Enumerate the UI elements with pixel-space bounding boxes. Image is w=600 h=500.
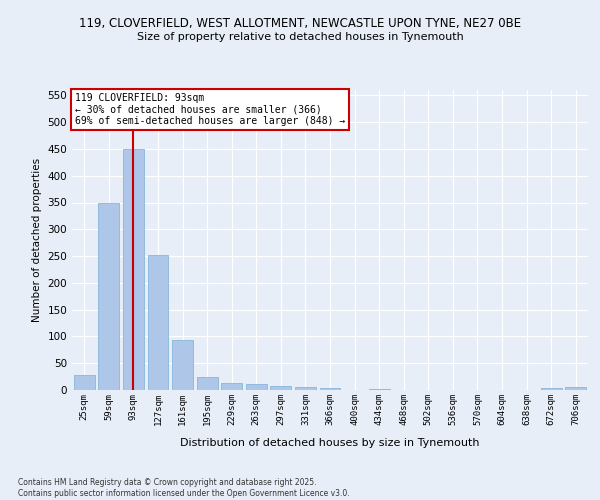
Bar [123,149,144,390]
Bar [320,388,340,390]
Bar [368,389,389,390]
Text: Distribution of detached houses by size in Tynemouth: Distribution of detached houses by size … [180,438,480,448]
Bar [565,388,586,390]
Bar [221,382,242,390]
Text: Size of property relative to detached houses in Tynemouth: Size of property relative to detached ho… [137,32,463,42]
Text: 119, CLOVERFIELD, WEST ALLOTMENT, NEWCASTLE UPON TYNE, NE27 0BE: 119, CLOVERFIELD, WEST ALLOTMENT, NEWCAS… [79,18,521,30]
Bar [172,340,193,390]
Bar [74,375,95,390]
Text: Contains HM Land Registry data © Crown copyright and database right 2025.
Contai: Contains HM Land Registry data © Crown c… [18,478,350,498]
Bar [295,388,316,390]
Bar [246,384,267,390]
Bar [541,388,562,390]
Text: 119 CLOVERFIELD: 93sqm
← 30% of detached houses are smaller (366)
69% of semi-de: 119 CLOVERFIELD: 93sqm ← 30% of detached… [74,93,345,126]
Y-axis label: Number of detached properties: Number of detached properties [32,158,42,322]
Bar [197,376,218,390]
Bar [148,255,169,390]
Bar [271,386,292,390]
Bar [98,202,119,390]
